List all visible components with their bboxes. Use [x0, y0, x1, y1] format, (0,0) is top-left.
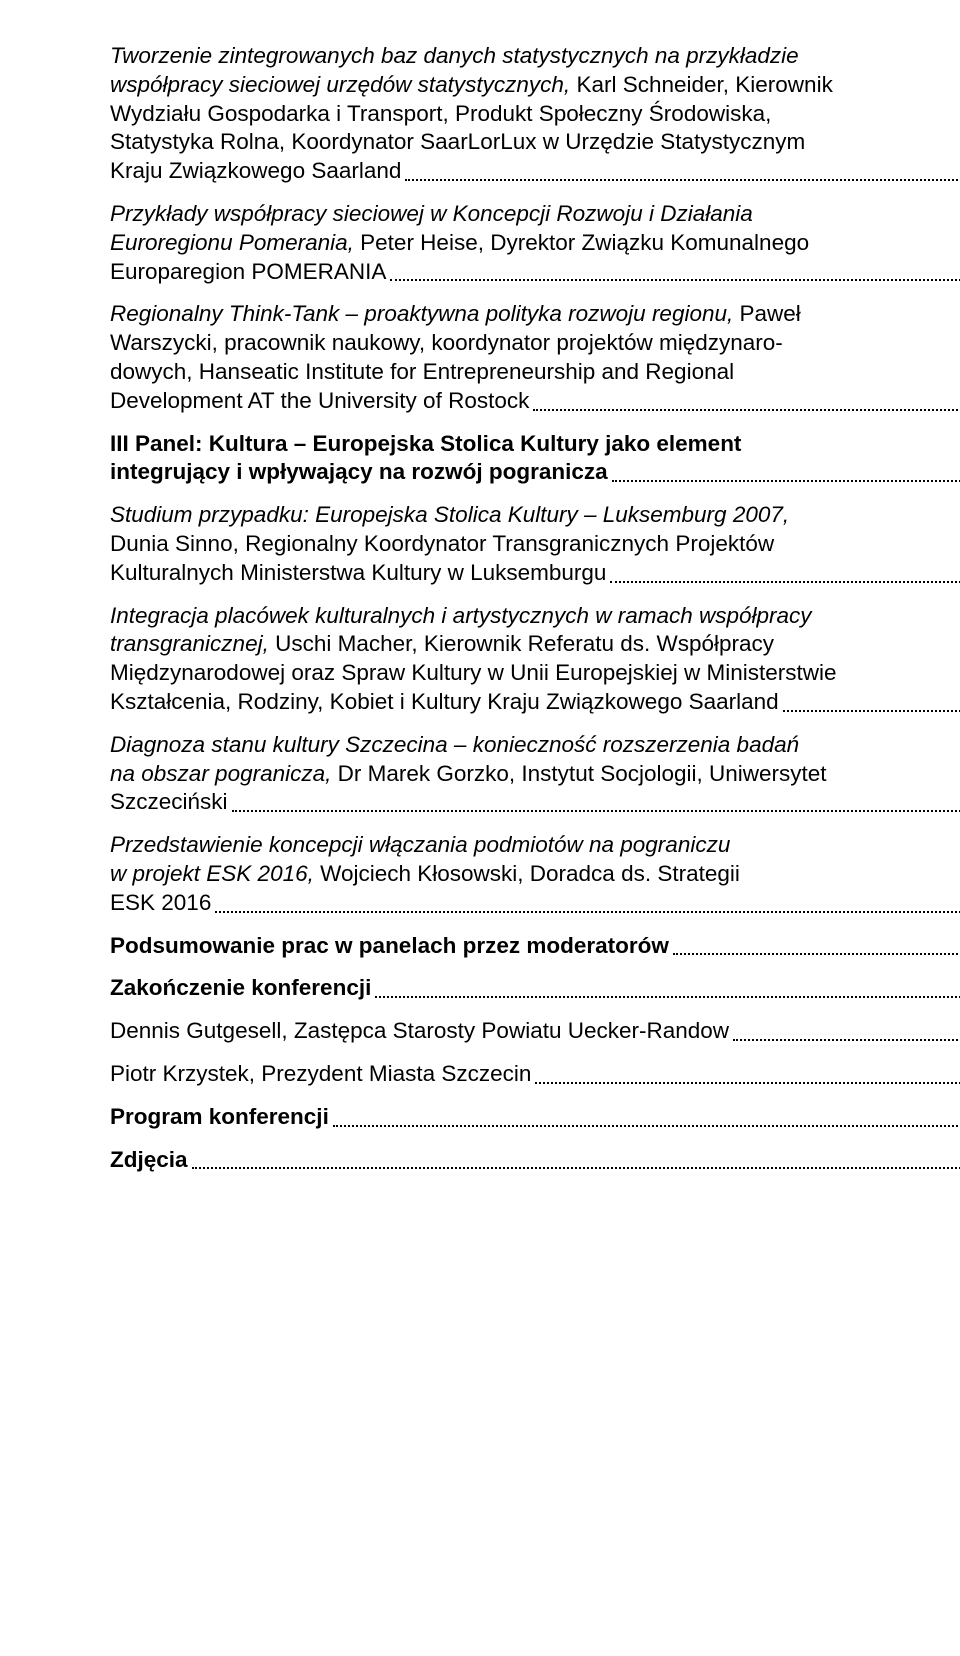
toc-entry-line: Regionalny Think-Tank – proaktywna polit…: [110, 300, 960, 329]
toc-entry-line: Integracja placówek kulturalnych i artys…: [110, 602, 960, 631]
toc-entry-title: Kraju Związkowego Saarland: [110, 157, 401, 186]
toc-entry-last-row: Zdjęcia63: [110, 1146, 960, 1175]
toc-entry-title: ESK 2016: [110, 889, 211, 918]
toc-entry-line: Diagnoza stanu kultury Szczecina – konie…: [110, 731, 960, 760]
toc-entry-line: Warszycki, pracownik naukowy, koordynato…: [110, 329, 960, 358]
toc-entry-last-row: Kraju Związkowego Saarland34: [110, 157, 960, 186]
toc-entry-last-row: Zakończenie konferencji58: [110, 974, 960, 1003]
dot-leader: [215, 890, 960, 912]
toc-entry-line: Międzynarodowej oraz Spraw Kultury w Uni…: [110, 659, 960, 688]
toc-entry-title: Szczeciński: [110, 788, 228, 817]
toc-entry: Przedstawienie koncepcji włączania podmi…: [110, 831, 960, 917]
toc-entry-title: Kształcenia, Rodziny, Kobiet i Kultury K…: [110, 688, 779, 717]
toc-entry-title: Piotr Krzystek, Prezydent Miasta Szczeci…: [110, 1060, 531, 1089]
dot-leader: [783, 689, 960, 711]
toc-entry-title: Zakończenie konferencji: [110, 974, 371, 1003]
toc-entry-title: integrujący i wpływający na rozwój pogra…: [110, 458, 608, 487]
table-of-contents: Tworzenie zintegrowanych baz danych stat…: [110, 42, 960, 1174]
dot-leader: [673, 933, 960, 955]
toc-entry-last-row: integrujący i wpływający na rozwój pogra…: [110, 458, 960, 487]
toc-entry-line: Statystyka Rolna, Koordynator SaarLorLux…: [110, 128, 960, 157]
dot-leader: [390, 259, 960, 281]
toc-entry-title: Development AT the University of Rostock: [110, 387, 529, 416]
toc-entry-title: Podsumowanie prac w panelach przez moder…: [110, 932, 669, 961]
toc-entry: Przykłady współpracy sieciowej w Koncepc…: [110, 200, 960, 286]
toc-entry-title: Zdjęcia: [110, 1146, 188, 1175]
toc-entry-title: Kulturalnych Ministerstwa Kultury w Luks…: [110, 559, 606, 588]
toc-entry-last-row: Kształcenia, Rodziny, Kobiet i Kultury K…: [110, 688, 960, 717]
toc-entry-last-row: Development AT the University of Rostock…: [110, 387, 960, 416]
toc-entry: Zdjęcia63: [110, 1146, 960, 1175]
toc-entry-line: transgranicznej, Uschi Macher, Kierownik…: [110, 630, 960, 659]
toc-entry: Program konferencji60: [110, 1103, 960, 1132]
toc-entry-last-row: Program konferencji60: [110, 1103, 960, 1132]
dot-leader: [192, 1147, 960, 1169]
toc-entry-line: na obszar pogranicza, Dr Marek Gorzko, I…: [110, 760, 960, 789]
toc-entry: Piotr Krzystek, Prezydent Miasta Szczeci…: [110, 1060, 960, 1089]
toc-entry-last-row: Europaregion POMERANIA35: [110, 258, 960, 287]
dot-leader: [333, 1104, 960, 1126]
dot-leader: [533, 388, 960, 410]
toc-entry: Studium przypadku: Europejska Stolica Ku…: [110, 501, 960, 587]
toc-entry-line: Tworzenie zintegrowanych baz danych stat…: [110, 42, 960, 71]
toc-entry: Regionalny Think-Tank – proaktywna polit…: [110, 300, 960, 415]
toc-entry: III Panel: Kultura – Europejska Stolica …: [110, 430, 960, 488]
toc-entry: Integracja placówek kulturalnych i artys…: [110, 602, 960, 717]
toc-entry-line: Wydziału Gospodarka i Transport, Produkt…: [110, 100, 960, 129]
dot-leader: [733, 1019, 960, 1041]
toc-entry: Podsumowanie prac w panelach przez moder…: [110, 932, 960, 961]
toc-entry-last-row: Piotr Krzystek, Prezydent Miasta Szczeci…: [110, 1060, 960, 1089]
toc-entry-line: III Panel: Kultura – Europejska Stolica …: [110, 430, 960, 459]
toc-entry-last-row: ESK 201645: [110, 889, 960, 918]
dot-leader: [375, 976, 960, 998]
toc-entry-line: Przykłady współpracy sieciowej w Koncepc…: [110, 200, 960, 229]
toc-entry-title: Program konferencji: [110, 1103, 329, 1132]
toc-entry-last-row: Podsumowanie prac w panelach przez moder…: [110, 932, 960, 961]
toc-entry-last-row: Kulturalnych Ministerstwa Kultury w Luks…: [110, 559, 960, 588]
toc-entry-line: dowych, Hanseatic Institute for Entrepre…: [110, 358, 960, 387]
dot-leader: [232, 790, 960, 812]
toc-entry-line: Przedstawienie koncepcji włączania podmi…: [110, 831, 960, 860]
toc-entry: Dennis Gutgesell, Zastępca Starosty Powi…: [110, 1017, 960, 1046]
dot-leader: [405, 159, 960, 181]
toc-entry-line: Studium przypadku: Europejska Stolica Ku…: [110, 501, 960, 530]
toc-entry-last-row: Szczeciński43: [110, 788, 960, 817]
toc-entry: Tworzenie zintegrowanych baz danych stat…: [110, 42, 960, 186]
toc-entry-title: Europaregion POMERANIA: [110, 258, 386, 287]
toc-entry-title: Dennis Gutgesell, Zastępca Starosty Powi…: [110, 1017, 729, 1046]
toc-entry-line: Dunia Sinno, Regionalny Koordynator Tran…: [110, 530, 960, 559]
toc-entry-last-row: Dennis Gutgesell, Zastępca Starosty Powi…: [110, 1017, 960, 1046]
toc-entry: Diagnoza stanu kultury Szczecina – konie…: [110, 731, 960, 817]
dot-leader: [612, 460, 960, 482]
dot-leader: [535, 1061, 960, 1083]
toc-entry-line: w projekt ESK 2016, Wojciech Kłosowski, …: [110, 860, 960, 889]
dot-leader: [610, 560, 960, 582]
toc-entry-line: współpracy sieciowej urzędów statystyczn…: [110, 71, 960, 100]
toc-entry-line: Euroregionu Pomerania, Peter Heise, Dyre…: [110, 229, 960, 258]
toc-entry: Zakończenie konferencji58: [110, 974, 960, 1003]
